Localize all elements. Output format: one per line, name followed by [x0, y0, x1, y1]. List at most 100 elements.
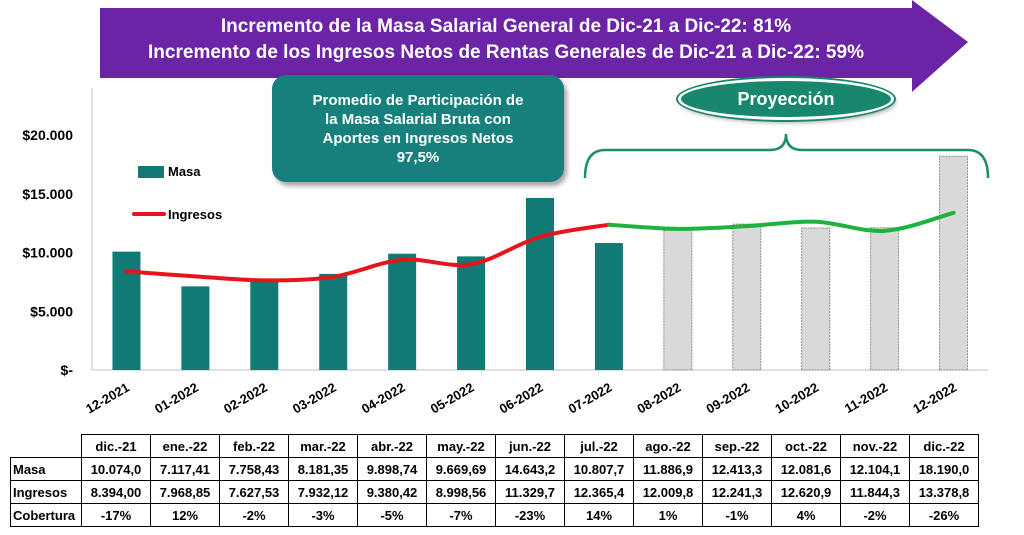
table-header-cell: jun.-22 — [495, 434, 565, 458]
table-cell: 12.413,3 — [702, 457, 772, 481]
table-cell: -7% — [426, 503, 496, 527]
table-cell: 4% — [771, 503, 841, 527]
table-cell: 12% — [150, 503, 220, 527]
table-row: Masa 10.074,0 7.117,41 7.758,43 8.181,35 9.89… — [10, 457, 979, 481]
line-ingresos-projected — [606, 210, 956, 233]
table-header-cell: dic.-22 — [909, 434, 979, 458]
projection-brace — [583, 133, 990, 179]
table-header-row: dic.-21 ene.-22 feb.-22 mar.-22 abr.-22 may.-… — [10, 434, 979, 458]
y-tick-label: $5.000 — [30, 303, 73, 319]
table-cell: 10.074,0 — [81, 457, 151, 481]
bar-masa-projected — [663, 229, 693, 371]
x-tick-label: 12-2022 — [910, 380, 959, 417]
legend-masa-label: Masa — [168, 164, 201, 179]
table-row-label: Ingresos — [10, 480, 82, 504]
table-header-cell: dic.-21 — [81, 434, 151, 458]
table-row-label: Cobertura — [10, 503, 82, 527]
table-cell: 7.758,43 — [219, 457, 289, 481]
x-tick-label: 01-2022 — [152, 380, 201, 417]
banner-arrow — [100, 0, 968, 92]
table-cell: 12.081,6 — [771, 457, 841, 481]
table-cell: -2% — [840, 503, 910, 527]
table-cell: 12.620,9 — [771, 480, 841, 504]
table-cell: 9.669,69 — [426, 457, 496, 481]
table-header-cell: oct.-22 — [771, 434, 841, 458]
x-tick-label: 08-2022 — [635, 380, 684, 417]
callout-line-2: la Masa Salarial Bruta con — [325, 110, 511, 128]
bar-masa-projected — [732, 223, 762, 371]
table-cell: 12.241,3 — [702, 480, 772, 504]
bar-masa-projected — [870, 227, 900, 371]
bar-masa — [319, 273, 348, 370]
legend-ingresos-label: Ingresos — [168, 207, 222, 222]
table-cell: 11.886,9 — [633, 457, 703, 481]
table-header-cell: may.-22 — [426, 434, 496, 458]
x-tick-label: 12-2021 — [83, 380, 132, 417]
x-tick-label: 07-2022 — [566, 380, 615, 417]
table-cell: -3% — [288, 503, 358, 527]
table-cell: 8.394,00 — [81, 480, 151, 504]
table-row: Ingresos 8.394,00 7.968,85 7.627,53 7.932,12… — [10, 480, 979, 504]
banner-line-1: Incremento de la Masa Salarial General d… — [221, 16, 791, 37]
table-cell: -1% — [702, 503, 772, 527]
table-header-cell: ene.-22 — [150, 434, 220, 458]
table-cell: 8.998,56 — [426, 480, 496, 504]
callout-line-1: Promedio de Participación de — [312, 91, 524, 109]
table-header-cell: mar.-22 — [288, 434, 358, 458]
table-cell: -26% — [909, 503, 979, 527]
bar-masa — [250, 278, 279, 370]
table-row: Cobertura -17% 12% -2% -3% -5% -7% -23% 14% 1% -1%… — [10, 503, 979, 527]
table-cell: -17% — [81, 503, 151, 527]
bar-masa — [181, 286, 210, 370]
table-cell: 11.844,3 — [840, 480, 910, 504]
table-cell: 10.807,7 — [564, 457, 634, 481]
table-cell: -2% — [219, 503, 289, 527]
table-cell: 8.181,35 — [288, 457, 358, 481]
table-cell: 13.378,8 — [909, 480, 979, 504]
table-cell: 9.380,42 — [357, 480, 427, 504]
callout-participation: Promedio de Participación de la Masa Sal… — [272, 75, 564, 182]
table-row-label: Masa — [10, 457, 82, 481]
table-cell: 7.117,41 — [150, 457, 220, 481]
x-tick-label: 06-2022 — [497, 380, 546, 417]
bar-masa — [388, 253, 417, 370]
table-cell: 12.104,1 — [840, 457, 910, 481]
table-header-cell: abr.-22 — [357, 434, 427, 458]
table-cell: -5% — [357, 503, 427, 527]
table-corner — [10, 434, 82, 458]
y-tick-label: $- — [61, 362, 74, 378]
x-tick-label: 09-2022 — [703, 380, 752, 417]
x-tick-label: 11-2022 — [842, 380, 890, 416]
data-table: dic.-21 ene.-22 feb.-22 mar.-22 abr.-22 may.-… — [10, 434, 979, 527]
table-header-cell: feb.-22 — [219, 434, 289, 458]
table-cell: 1% — [633, 503, 703, 527]
table-cell: 12.009,8 — [633, 480, 703, 504]
table-header-cell: jul.-22 — [564, 434, 634, 458]
table-cell: 9.898,74 — [357, 457, 427, 481]
table-cell: 7.968,85 — [150, 480, 220, 504]
callout-line-3: Aportes en Ingresos Netos — [322, 129, 514, 147]
x-tick-label: 04-2022 — [359, 380, 408, 417]
table-cell: 14.643,2 — [495, 457, 565, 481]
callout-line-4: 97,5% — [396, 148, 440, 166]
bar-masa — [526, 197, 554, 370]
y-tick-label: $10.000 — [22, 245, 73, 261]
y-tick-label: $20.000 — [22, 127, 73, 143]
table-cell: 12.365,4 — [564, 480, 634, 504]
table-cell: -23% — [495, 503, 565, 527]
projection-label: Proyección — [678, 78, 894, 120]
table-header-cell: nov.-22 — [840, 434, 910, 458]
table-cell: 11.329,7 — [495, 480, 565, 504]
x-tick-label: 02-2022 — [221, 380, 270, 417]
bar-masa-projected — [939, 155, 969, 371]
table-header-cell: sep.-22 — [702, 434, 772, 458]
bar-masa — [594, 243, 623, 370]
x-tick-label: 10-2022 — [772, 380, 821, 417]
table-cell: 7.932,12 — [288, 480, 358, 504]
bar-masa — [457, 256, 486, 370]
x-tick-label: 03-2022 — [290, 380, 339, 417]
bar-masa-projected — [801, 227, 831, 371]
table-cell: 14% — [564, 503, 634, 527]
y-tick-label: $15.000 — [22, 186, 73, 202]
